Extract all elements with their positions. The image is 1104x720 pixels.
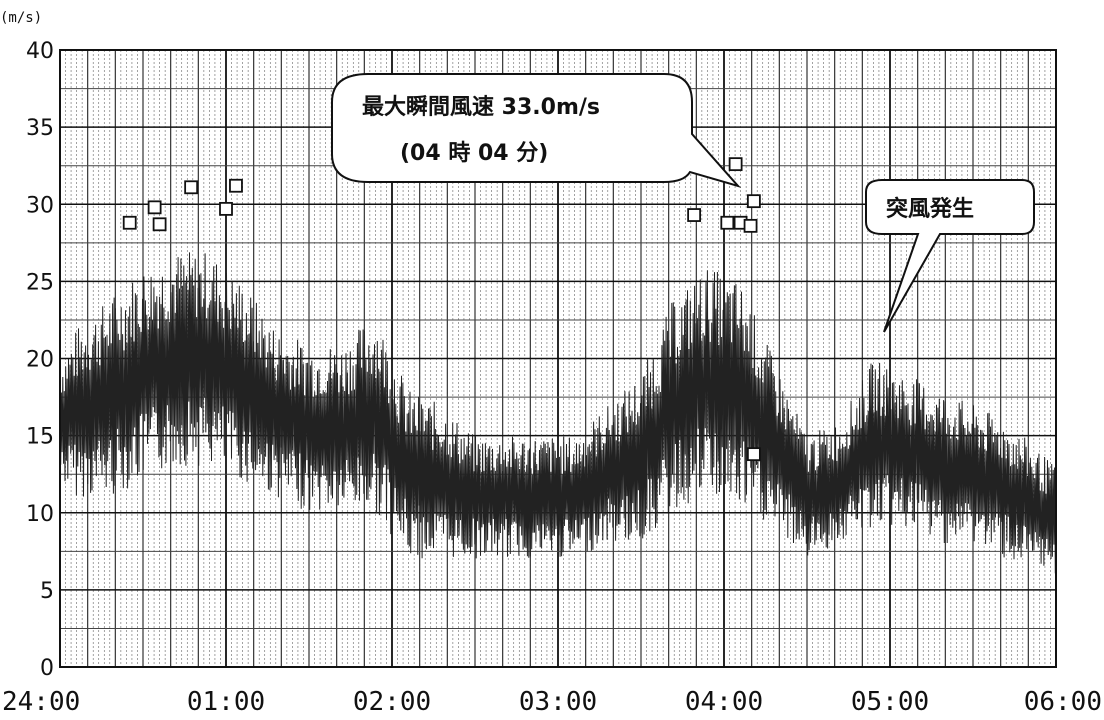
gust-marker [122, 215, 137, 230]
annotation-max-line-2: (04 時 04 分) [400, 141, 548, 166]
axes: 0 5 10 15 20 25 30 35 40 24:00 01:00 02:00 03:00 04:0… [2, 39, 1102, 717]
gust-marker [184, 180, 199, 195]
x-tick-label: 05:00 [851, 687, 929, 717]
y-tick-label: 40 [26, 39, 54, 64]
y-axis-unit-label: (m/s) [0, 10, 42, 26]
gust-marker [147, 200, 162, 215]
y-tick-label: 10 [26, 502, 54, 527]
gust-markers [122, 157, 761, 462]
annotation-gust-callout [865, 179, 1035, 333]
x-tick-label: 24:00 [2, 687, 80, 717]
x-tick-label: 02:00 [353, 687, 431, 717]
gust-marker [746, 447, 761, 462]
annotation-max-line-1: 最大瞬間風速 33.0m/s [362, 94, 600, 120]
gust-marker [720, 215, 735, 230]
y-tick-label: 25 [26, 270, 54, 295]
gust-marker [687, 208, 702, 222]
gust-marker [229, 178, 243, 193]
gust-marker [743, 218, 758, 233]
x-tick-label: 04:00 [685, 687, 763, 717]
x-tick-label: 06:00 [1024, 687, 1102, 717]
gust-marker [152, 217, 167, 232]
annotation-gust: 突風発生 [865, 179, 1035, 333]
x-tick-label: 01:00 [187, 687, 265, 717]
y-tick-label: 15 [26, 425, 54, 450]
y-tick-label: 0 [40, 656, 54, 681]
gust-marker [219, 201, 233, 216]
annotation-gust-text: 突風発生 [886, 196, 974, 222]
y-tick-label: 20 [26, 348, 54, 373]
plot-frame [59, 49, 1057, 668]
x-tick-label: 03:00 [519, 687, 597, 717]
gust-marker [746, 194, 761, 209]
annotation-max-gust: 最大瞬間風速 33.0m/s (04 時 04 分) [331, 73, 742, 188]
gust-marker [728, 157, 743, 172]
y-tick-label: 30 [26, 193, 54, 218]
wind-speed-series [59, 252, 1057, 574]
y-tick-label: 35 [26, 116, 54, 141]
wind-speed-line [59, 252, 1057, 574]
y-tick-label: 5 [40, 579, 54, 604]
annotation-max-callout [331, 73, 742, 188]
